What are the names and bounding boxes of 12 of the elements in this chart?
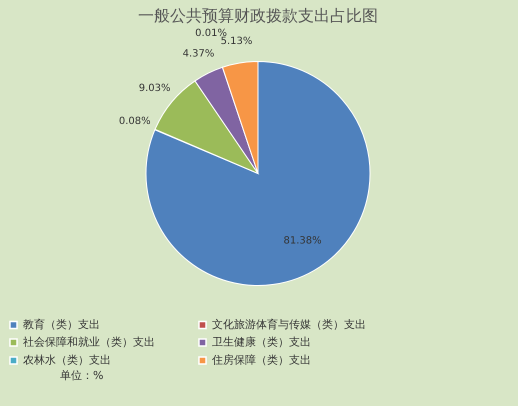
data-label: 0.08%: [118, 116, 151, 127]
data-label: 81.38%: [283, 236, 322, 247]
legend-label: 住房保障（类）支出: [212, 354, 311, 366]
legend-label: 农林水（类）支出: [23, 354, 111, 366]
legend-label: 卫生健康（类）支出: [212, 336, 311, 348]
legend-label: 教育（类）支出: [23, 318, 100, 331]
data-label: 4.37%: [182, 48, 214, 60]
legend-label: 文化旅游体育与传媒（类）支出: [212, 318, 366, 331]
text: 单位：%: [60, 368, 104, 383]
chart-title: 一般公共预算财政拨款支出占比图: [138, 6, 378, 26]
legend-label: 社会保障和就业（类）支出: [23, 336, 155, 348]
data-label: 9.03%: [138, 83, 171, 94]
